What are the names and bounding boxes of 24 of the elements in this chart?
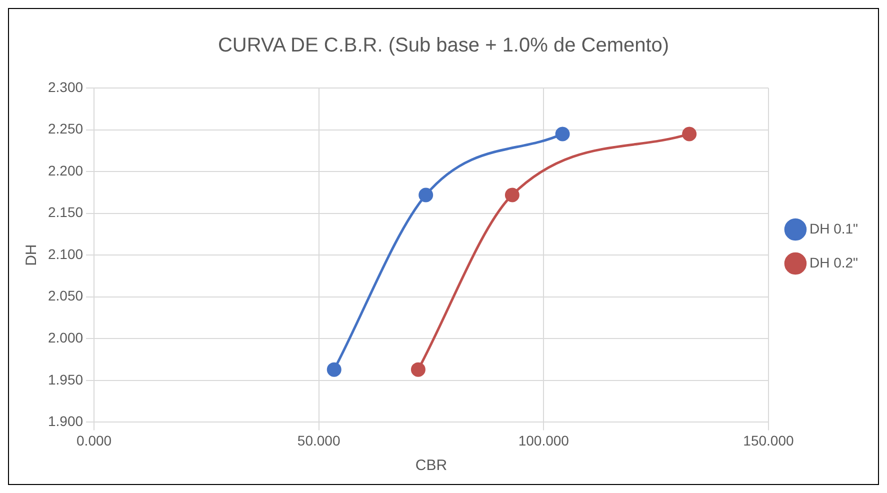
legend-label: DH 0.1" (809, 220, 858, 236)
y-tick-label: 2.050 (48, 288, 84, 304)
x-tick-label: 0.000 (76, 432, 112, 448)
point (682, 126, 697, 142)
point (410, 362, 426, 377)
legend-label: DH 0.2" (809, 254, 858, 270)
y-tick-label: 2.150 (48, 204, 84, 220)
y-tick-label: 2.100 (48, 246, 84, 262)
y-tick-label: 2.250 (48, 120, 84, 137)
point (326, 362, 342, 377)
x-tick-label: 100.000 (518, 432, 570, 448)
y-tick-label: 2.000 (48, 330, 84, 346)
chart-title: CURVA DE C.B.R. (Sub base + 1.0% de Cemento) (218, 34, 670, 57)
x-tick-label: 50.000 (297, 432, 340, 448)
y-tick-label: 1.950 (48, 371, 84, 388)
x-axis-title: CBR (415, 457, 448, 474)
y-tick-label: 2.200 (48, 162, 84, 178)
y-axis-title: DH (23, 244, 40, 266)
point (418, 188, 434, 202)
y-tick-label: 1.900 (48, 413, 84, 430)
x-tick-label: 150.000 (743, 432, 794, 448)
y-tick-label: 2.300 (48, 78, 84, 95)
point (555, 126, 570, 142)
point (504, 188, 520, 202)
